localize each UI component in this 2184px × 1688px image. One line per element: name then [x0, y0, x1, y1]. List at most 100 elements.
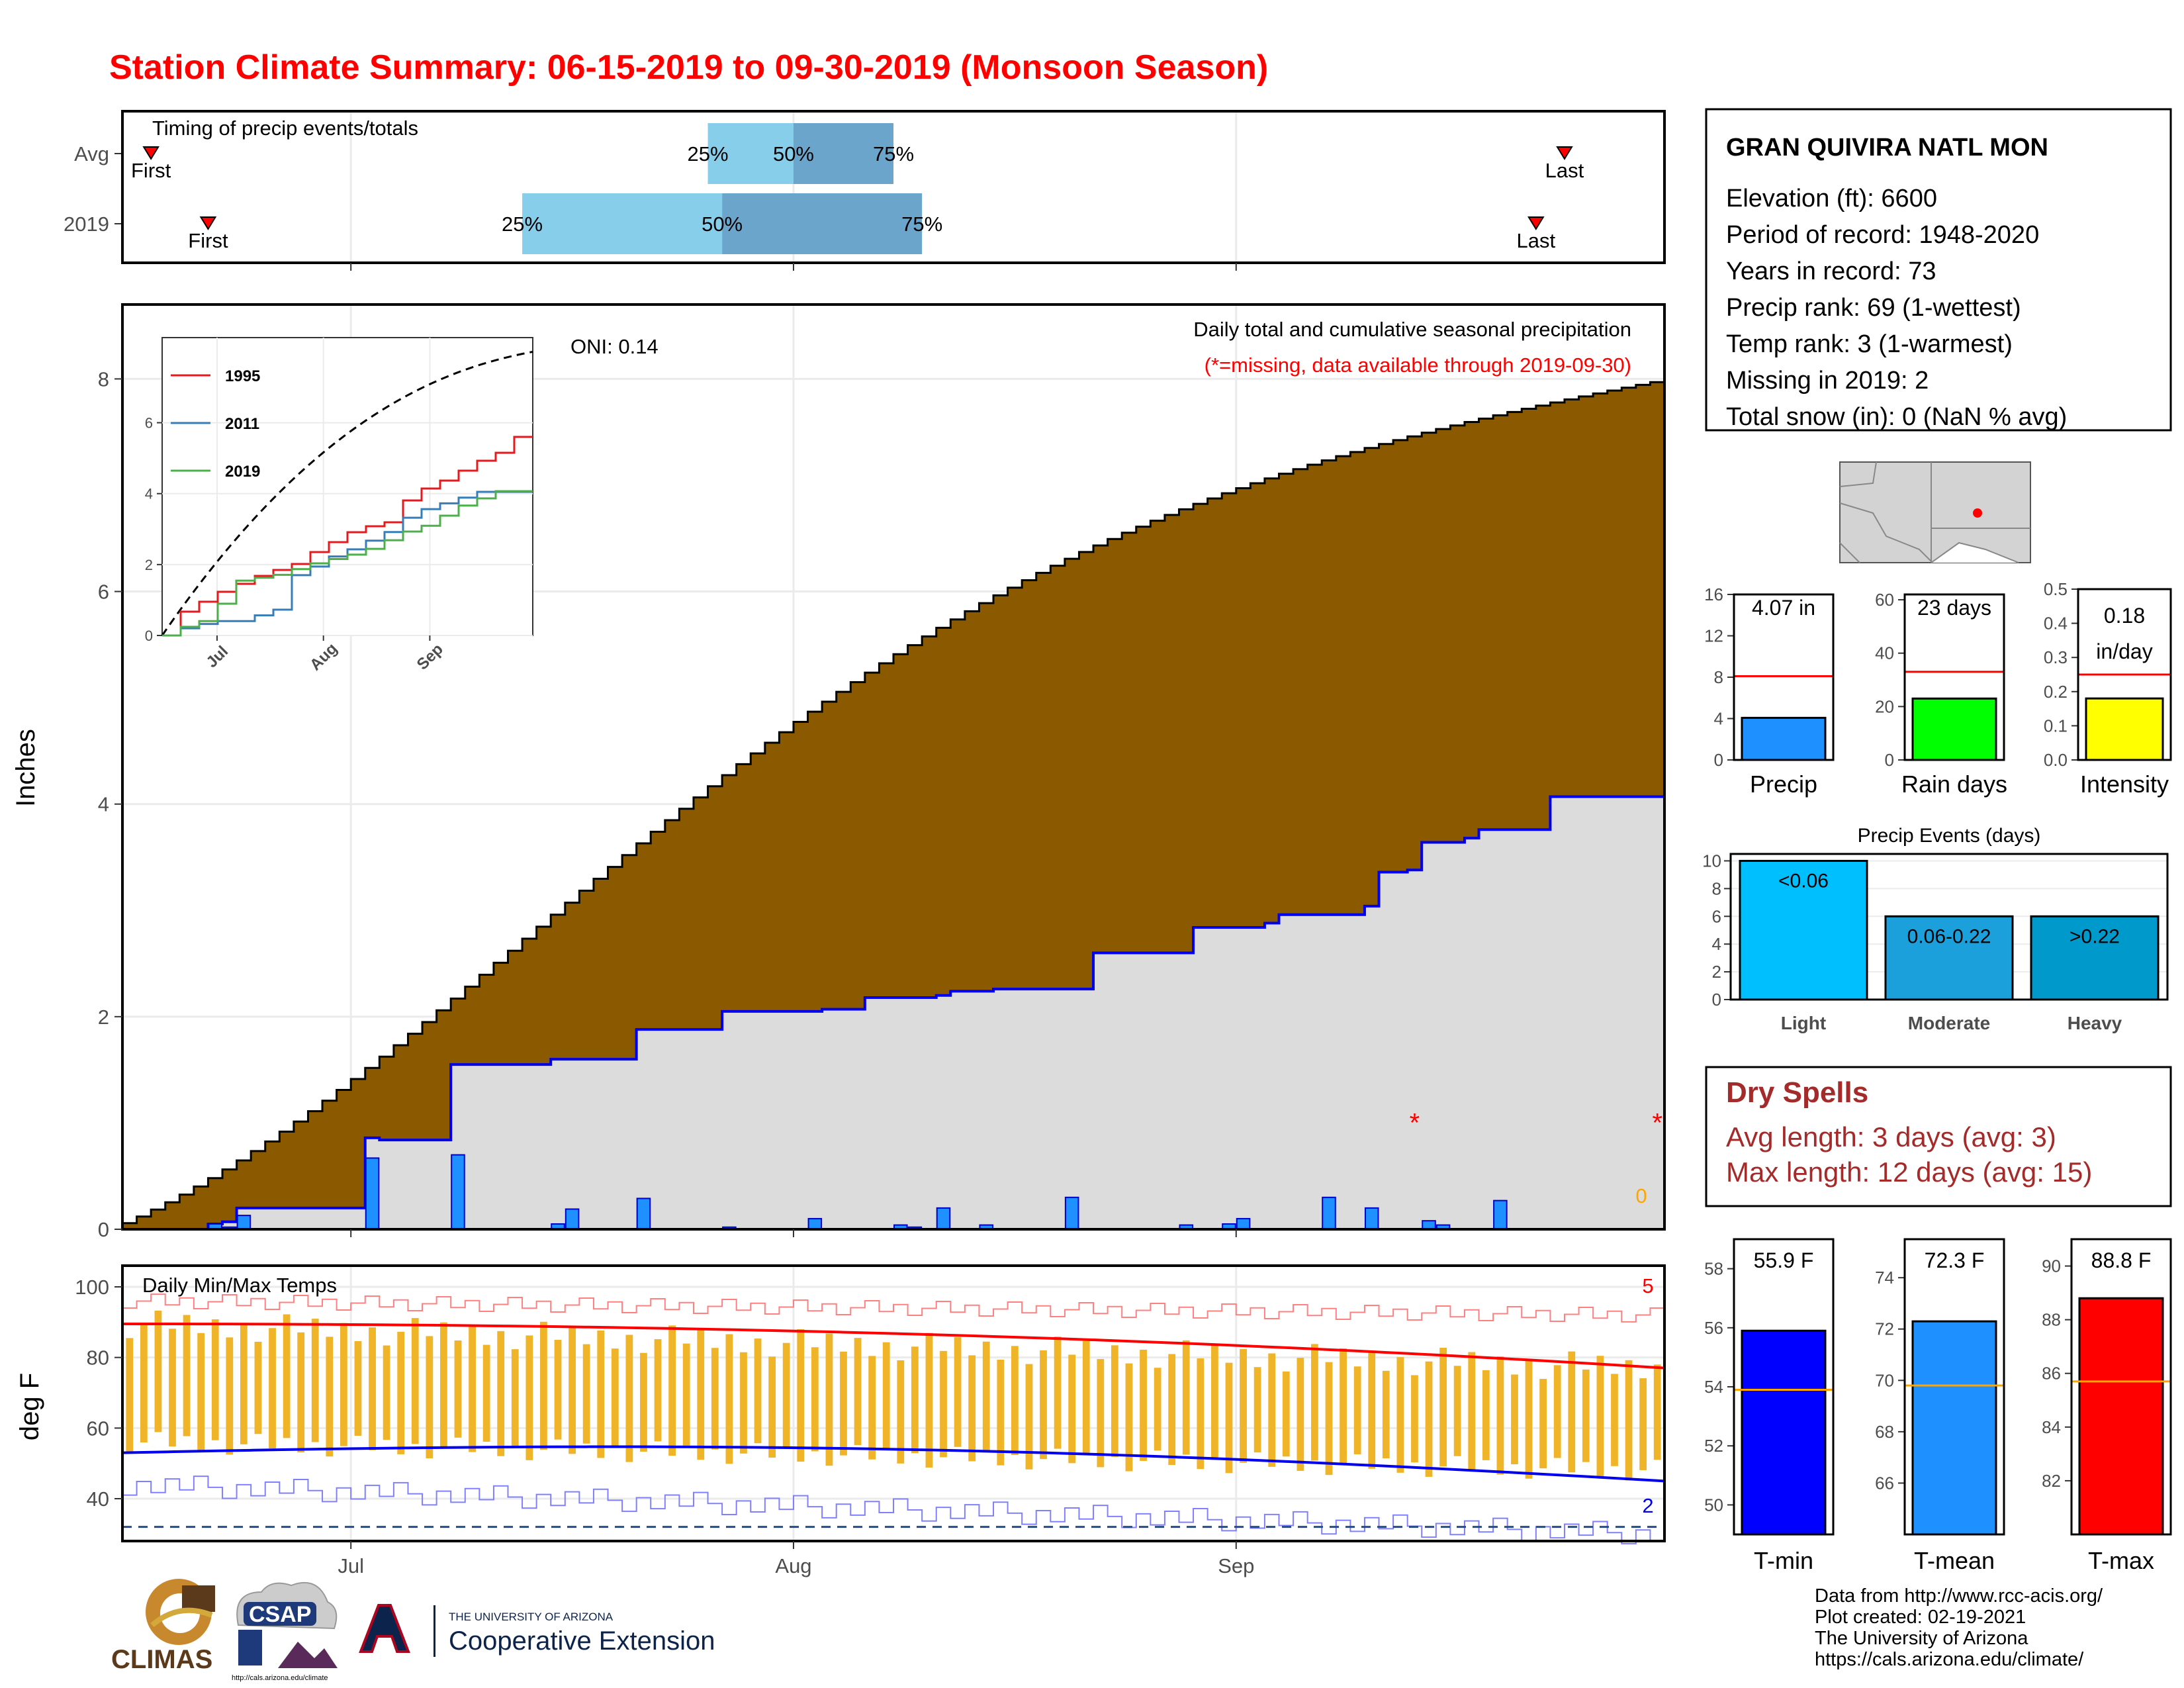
inset-legend-label: 2011 [225, 415, 259, 433]
mini-plot-border [1903, 593, 2005, 761]
daily-temp-range-bar [854, 1338, 862, 1446]
dry-spells-avg: Avg length: 3 days (avg: 3) [1726, 1121, 2056, 1152]
daily-temp-range-bar [997, 1360, 1005, 1466]
climas-logo: CLIMAS [111, 1579, 215, 1674]
mini-y-tick-label: 0.3 [2044, 647, 2068, 667]
station-period: Period of record: 1948-2020 [1726, 221, 2039, 249]
mini-y-tick-label: 0.5 [2044, 579, 2068, 599]
daily-temp-range-bar [782, 1342, 790, 1448]
events-category-label: Light [1781, 1013, 1826, 1033]
daily-temp-range-bar [668, 1325, 676, 1456]
daily-temp-range-bar [897, 1360, 905, 1464]
mini-y-tick-label: 72 [1875, 1319, 1894, 1339]
daily-temp-range-bar [1568, 1351, 1576, 1473]
events-y-tick-label: 10 [1702, 851, 1721, 870]
daily-temp-range-bar [1511, 1374, 1518, 1465]
daily-precip-bar [451, 1154, 465, 1230]
daily-temp-range-bar [1539, 1379, 1547, 1469]
credit-university: The University of Arizona [1815, 1628, 2028, 1649]
daily-temp-range-bar [1068, 1354, 1076, 1464]
missing-day-marker: * [1410, 1108, 1420, 1137]
timing-title: Timing of precip events/totals [152, 117, 418, 140]
ua-logo-line1: THE UNIVERSITY OF ARIZONA [449, 1611, 614, 1623]
daily-temp-range-bar [725, 1334, 733, 1464]
events-bar [1884, 915, 2014, 1001]
mini-y-tick-label: 60 [1875, 590, 1894, 610]
timing-pct-label: 50% [702, 212, 743, 236]
daily-temp-range-bar [768, 1356, 776, 1458]
page-title: Station Climate Summary: 06-15-2019 to 0… [109, 48, 1269, 87]
last-event-marker [1556, 146, 1573, 160]
mini-y-tick-label: 4 [1714, 709, 1723, 729]
first-event-label: First [131, 159, 171, 182]
daily-temp-range-bar [511, 1349, 519, 1446]
mini-value-bar [1911, 697, 1997, 761]
events-y-tick-label: 4 [1712, 934, 1721, 954]
daily-temp-range-bar [597, 1330, 605, 1458]
mini-value-label: 88.8 F [2091, 1248, 2152, 1272]
daily-temp-range-bar [640, 1352, 647, 1452]
daily-temp-range-bar [1525, 1360, 1533, 1479]
dry-spells-max: Max length: 12 days (avg: 15) [1726, 1156, 2092, 1188]
precip-y-axis-label: Inches [11, 729, 40, 807]
daily-temp-range-bar [1653, 1364, 1661, 1460]
daily-temp-range-bar [383, 1345, 390, 1440]
temps-chart: 5 2 Daily Min/Max Temps 40 60 80 100 Jul Aug Sep d… [15, 1264, 1666, 1577]
csap-logo-text: CSAP [249, 1602, 311, 1627]
mini-value-label: 0.18 [2104, 604, 2145, 628]
daily-temp-range-bar [497, 1331, 505, 1456]
mini-y-tick-label: 0.0 [2044, 750, 2068, 770]
mini-y-tick-label: 0.2 [2044, 682, 2068, 702]
daily-temp-range-bar [797, 1329, 805, 1462]
daily-temp-range-bar [197, 1333, 205, 1451]
daily-temp-range-bar [1282, 1371, 1290, 1457]
timing-y-label: 2019 [64, 212, 109, 236]
mini-y-tick-label: 0 [1885, 750, 1894, 770]
daily-temp-range-bar [1097, 1359, 1105, 1468]
daily-temp-range-bar [1140, 1349, 1147, 1461]
mini-y-tick-label: 8 [1714, 667, 1723, 687]
daily-temp-range-bar [1639, 1378, 1647, 1470]
daily-temp-range-bar [1368, 1352, 1376, 1469]
daily-temp-range-bar [1611, 1374, 1618, 1466]
mini-value-label: 23 days [1917, 596, 1991, 620]
mini-value-bar [2085, 697, 2164, 761]
events-category-label: Moderate [1908, 1013, 1990, 1033]
daily-temp-range-bar [426, 1336, 433, 1459]
temps-x-tick-label: Aug [775, 1554, 811, 1577]
daily-precip-bar [936, 1207, 951, 1230]
mini-y-tick-label: 74 [1875, 1268, 1894, 1288]
station-elevation: Elevation (ft): 6600 [1726, 185, 1937, 212]
daily-precip-bar [236, 1215, 251, 1230]
inset-plot-bg [161, 337, 533, 636]
events-plot-border [1729, 853, 2169, 1001]
first-event-marker [199, 216, 217, 230]
daily-temp-range-bar [1625, 1360, 1633, 1481]
events-category-label: Heavy [2068, 1013, 2122, 1033]
mini-plot-border [1733, 1238, 1835, 1536]
station-precip-rank: Precip rank: 69 (1-wettest) [1726, 294, 2021, 322]
location-map [1839, 461, 2031, 563]
daily-temp-range-bar [1582, 1369, 1590, 1462]
mini-y-tick-label: 86 [2042, 1364, 2061, 1383]
hot-days-count: 5 [1642, 1274, 1653, 1297]
events-bar [1739, 859, 1868, 1001]
daily-temp-range-bar [840, 1351, 847, 1456]
mini-value-bar [1741, 1329, 1827, 1536]
mini-y-tick-label: 54 [1704, 1377, 1723, 1397]
daily-precip-bar [807, 1217, 823, 1230]
precip-chart-subtitle: (*=missing, data available through 2019-… [1205, 353, 1631, 377]
daily-temp-range-bar [469, 1327, 476, 1452]
precip-chart-title: Daily total and cumulative seasonal prec… [1193, 318, 1631, 341]
daily-temp-range-bar [1325, 1362, 1333, 1476]
inset-y-tick-label: 4 [145, 486, 153, 502]
daily-temp-range-bar [1168, 1354, 1176, 1466]
daily-temp-range-bar [1396, 1357, 1404, 1473]
daily-temp-range-bar [240, 1323, 248, 1444]
events-bar-label: <0.06 [1778, 870, 1829, 892]
daily-precip-bar [1493, 1199, 1508, 1230]
station-name: GRAN QUIVIRA NATL MON [1726, 134, 2048, 162]
temps-y-tick-label: 40 [87, 1487, 109, 1511]
events-y-tick-label: 2 [1712, 962, 1721, 982]
